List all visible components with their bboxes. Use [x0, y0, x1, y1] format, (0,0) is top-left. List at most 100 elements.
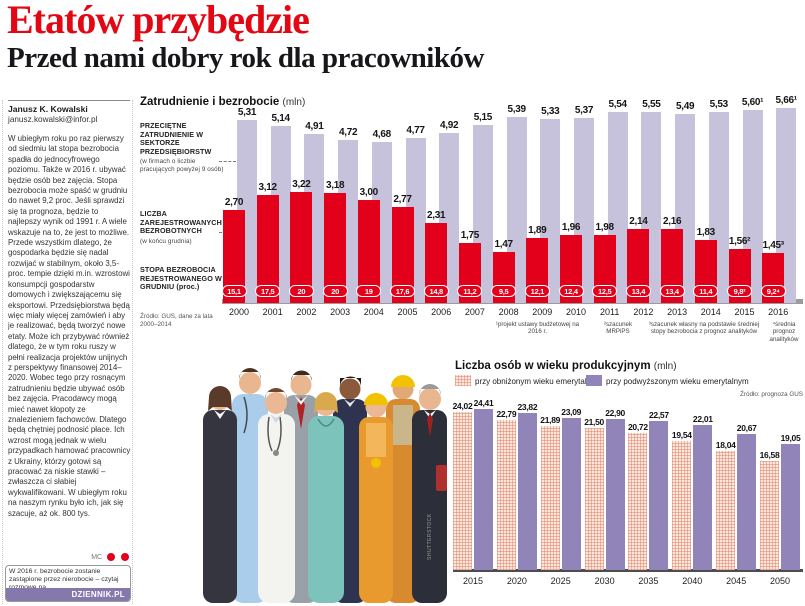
chart1-year-label: 2016	[768, 307, 789, 317]
red-badge-icon	[120, 552, 130, 562]
population-lowered-value: 18,04	[715, 439, 736, 450]
chart2-year-label: 2045	[726, 576, 747, 586]
unemployed-value: 1,75	[460, 229, 480, 241]
population-lowered-value: 21,50	[584, 417, 604, 428]
employment-value: 5,39	[507, 104, 526, 115]
article-body: W ubiegłym roku po raz pierwszy od siedm…	[8, 134, 131, 518]
legend-swatch-purple-icon	[586, 375, 602, 386]
dziennik-brand-link[interactable]: DZIENNIK.PL	[6, 588, 130, 601]
author-email[interactable]: janusz.kowalski@infor.pl	[8, 115, 98, 124]
employment-value: 5,66¹	[775, 94, 798, 106]
employment-value: 4,68	[372, 128, 392, 140]
unemployed-value: 3,22	[292, 178, 311, 190]
chart2-year-label: 2040	[682, 576, 703, 586]
promo-box[interactable]: W 2016 r. bezrobocie zostanie zastąpione…	[5, 565, 131, 602]
population-lowered-bar	[760, 460, 779, 570]
chart1-year-label: 2003	[330, 307, 351, 317]
population-lowered-bar	[496, 419, 516, 570]
unemployment-rate-badge: 20	[322, 285, 348, 297]
population-lowered-bar	[716, 450, 736, 570]
leader-line	[219, 161, 236, 162]
person-nurse-teal	[308, 392, 344, 603]
unemployed-value: 1,96	[561, 222, 581, 234]
unemployed-value: 3,00	[359, 186, 379, 198]
unemployed-bar	[627, 229, 650, 303]
population-raised-bar	[474, 408, 493, 570]
chart1-year-label: 2002	[296, 307, 317, 317]
population-lowered-bar	[453, 411, 472, 570]
population-raised-bar	[517, 412, 537, 570]
chart1-year-label: 2001	[262, 307, 283, 317]
population-raised-bar	[693, 424, 713, 570]
unemployed-bar	[391, 207, 414, 303]
unemployment-rate-badge: 15,1	[221, 285, 247, 297]
chart2-title: Liczba osób w wieku produkcyjnym (mln)	[455, 360, 677, 372]
population-lowered-value: 20,72	[628, 422, 648, 433]
chart1-year-label: 2007	[464, 307, 485, 317]
employment-value: 5,14	[271, 112, 291, 124]
chart2-source: Źródło: prognoza GUS	[740, 391, 803, 398]
population-raised-bar	[781, 444, 800, 570]
employment-value: 4,72	[338, 127, 358, 139]
chart1-footnote-2: ²szacunek MRPiPS	[603, 321, 633, 336]
chart1-year-label: 2006	[431, 307, 452, 317]
chart2-year-label: 2025	[550, 576, 571, 586]
chart1-year-label: 2013	[667, 307, 688, 317]
chart1-year-label: 2014	[700, 307, 721, 317]
unemployed-value: 1,47	[494, 239, 513, 251]
chart1-source: Źródło: GUS, dane za lata 2000–2014	[140, 313, 213, 328]
person-doctor-white-coat	[258, 388, 295, 603]
label-registered-unemployed: LICZBA ZAREJESTROWANYCH BEZROBOTNYCH (w …	[140, 209, 228, 245]
employment-value: 5,55	[642, 98, 661, 110]
unemployment-rate-badge: 11,2	[457, 285, 483, 297]
employment-value: 4,92	[440, 120, 459, 132]
unemployment-rate-badge: 12,5	[592, 285, 618, 297]
person-businesswoman-brunette	[203, 386, 237, 603]
chart2-year-label: 2020	[506, 576, 527, 586]
chart1-unit: (mln)	[282, 97, 306, 108]
chart1-year-label: 2009	[532, 307, 553, 317]
unemployment-rate-badge: 9,5	[491, 285, 517, 297]
unemployed-value: 1,83	[696, 226, 716, 238]
unemployment-rate-badge: 13,4	[625, 285, 651, 297]
population-lowered-value: 21,89	[540, 414, 561, 425]
chart1-year-label: 2011	[600, 307, 620, 317]
chart1-footnote-1: ¹projekt ustawy budżetowej na 2016 r.	[495, 321, 580, 336]
person-senior-businessman	[412, 384, 447, 603]
legend-raised-retirement-age: przy podwyższonym wieku emerytalnym	[586, 375, 749, 386]
chart1-year-label: 2015	[734, 307, 755, 317]
unemployed-value: 1,45³	[762, 240, 785, 251]
label-average-employment-text: PRZECIĘTNE ZATRUDNIENIE W SEKTORZE PRZED…	[140, 121, 212, 156]
unemployment-rate-badge: 12,1	[524, 285, 550, 297]
population-lowered-bar	[628, 433, 648, 570]
unemployment-rate-badge: 12,4	[558, 285, 584, 297]
label-registered-unemployed-text: LICZBA ZAREJESTROWANYCH BEZROBOTNYCH	[140, 209, 222, 236]
chart1-year-label: 2004	[363, 307, 384, 317]
population-raised-value: 22,01	[692, 413, 713, 424]
population-raised-bar	[561, 417, 581, 570]
unemployment-rate-badge: 17,5	[255, 285, 281, 297]
unemployment-rate-badge: 20	[288, 285, 314, 297]
employment-value: 5,37	[574, 104, 594, 116]
chart2-year-label: 2015	[462, 576, 484, 586]
label-average-employment-note: (w firmach o liczbie pracujących powyżej…	[140, 158, 224, 173]
population-raised-bar	[737, 433, 757, 570]
chart1-footnote-4: ⁴średnia prognoz analityków	[769, 321, 799, 343]
legend-swatch-pink-icon	[455, 375, 471, 386]
unemployment-rate-badge: 14,8	[423, 285, 449, 297]
employment-value: 4,77	[406, 125, 425, 137]
employment-value: 4,91	[305, 120, 324, 132]
chart2-x-axis	[453, 569, 803, 572]
population-lowered-value: 19,54	[671, 430, 692, 440]
signoff-initials: MC	[91, 553, 103, 561]
promo-text: W 2016 r. bezrobocie zostanie zastąpione…	[9, 568, 119, 591]
population-raised-value: 22,90	[605, 407, 625, 418]
chart2-year-label: 2035	[638, 576, 659, 586]
unemployment-rate-badge: 19	[356, 285, 382, 297]
label-registered-unemployed-note: (w końcu grudnia)	[140, 237, 192, 245]
employment-value: 5,53	[709, 99, 729, 111]
unemployed-bar	[290, 191, 313, 303]
person-construction-woman	[359, 393, 393, 603]
